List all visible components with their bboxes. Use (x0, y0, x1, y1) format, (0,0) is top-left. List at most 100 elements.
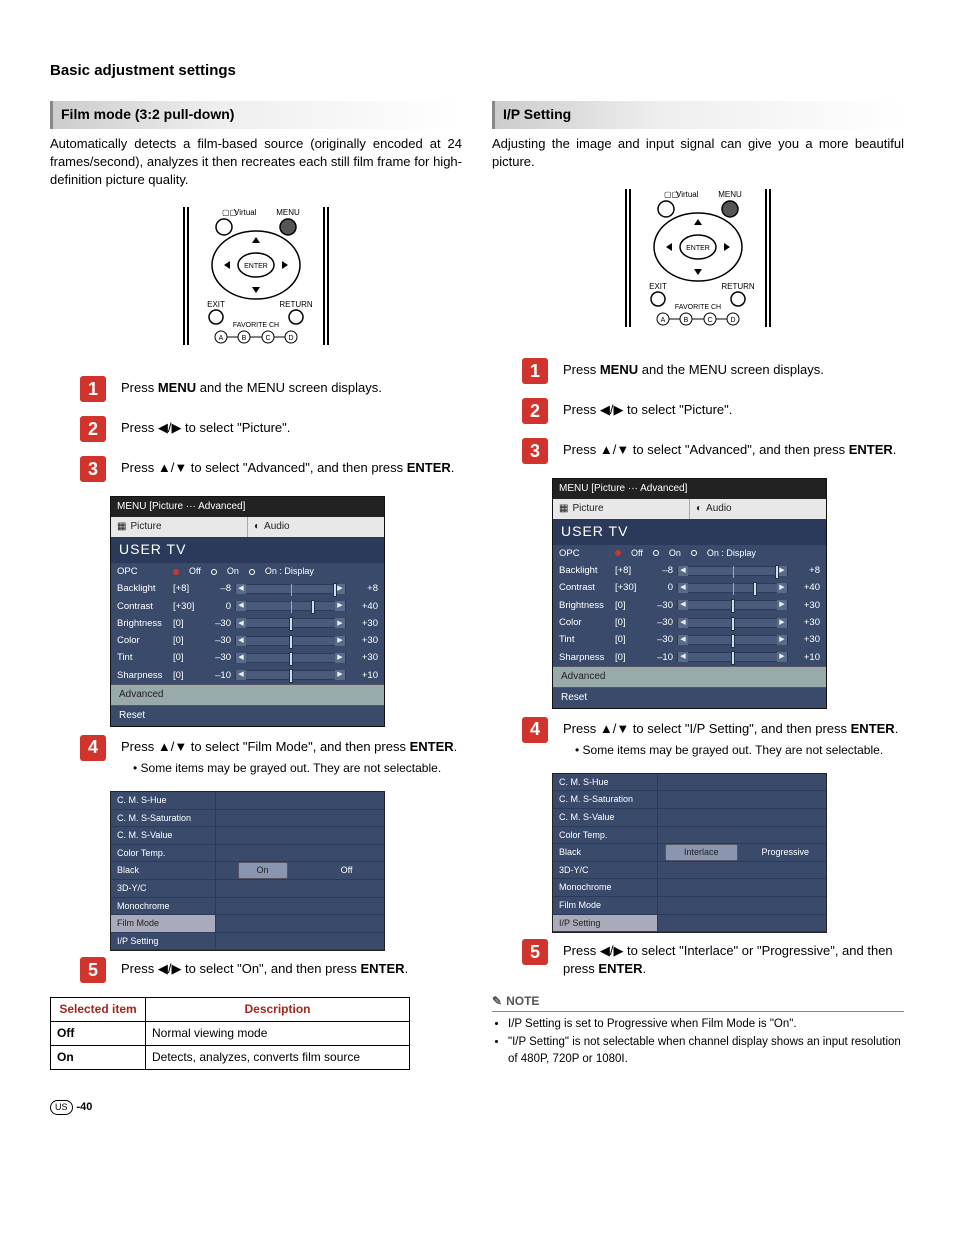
table-cell: Off (51, 1022, 146, 1046)
svg-text:MENU: MENU (276, 208, 300, 217)
step-number: 1 (80, 376, 106, 402)
osd-reset[interactable]: Reset (111, 705, 384, 726)
submenu-row[interactable]: C. M. S-Value (111, 827, 384, 845)
step-text: Press ◀/▶ to select "On", and then press… (121, 957, 462, 978)
submenu-row[interactable]: 3D-Y/C (111, 880, 384, 898)
submenu-row[interactable]: I/P Setting (111, 933, 384, 951)
submenu-row[interactable]: Monochrome (553, 879, 826, 897)
osd-menu: MENU [Picture ··· Advanced] ▦Picture ◐Au… (552, 478, 827, 709)
svg-text:MENU: MENU (718, 190, 742, 199)
note-header: ✎ NOTE (492, 993, 904, 1013)
svg-text:B: B (684, 317, 689, 324)
osd-slider-row[interactable]: Color[0]–30◀▶+30 (111, 632, 384, 649)
osd-slider-row[interactable]: Tint[0]–30◀▶+30 (111, 649, 384, 666)
table-cell: Detects, analyzes, converts film source (146, 1045, 410, 1069)
svg-text:D: D (288, 335, 293, 342)
step-number: 3 (522, 438, 548, 464)
remote-diagram: ▢▢ Virtual MENU ENTER EXIT RETURN FAVORI… (50, 201, 462, 356)
table-header: Description (146, 998, 410, 1022)
table-cell: Normal viewing mode (146, 1022, 410, 1046)
step-text: Press ▲/▼ to select "Film Mode", and the… (121, 735, 462, 777)
osd-tab-picture[interactable]: ▦Picture (553, 499, 690, 519)
region-badge: US (50, 1100, 73, 1115)
svg-text:FAVORITE CH: FAVORITE CH (233, 322, 279, 329)
step-text: Press ▲/▼ to select "I/P Setting", and t… (563, 717, 904, 759)
advanced-submenu: C. M. S-HueC. M. S-SaturationC. M. S-Val… (552, 773, 827, 933)
svg-text:EXIT: EXIT (207, 300, 225, 309)
note-list: I/P Setting is set to Progressive when F… (492, 1016, 904, 1066)
svg-text:A: A (661, 317, 666, 324)
osd-menu: MENU [Picture ··· Advanced] ▦Picture ◐Au… (110, 496, 385, 727)
submenu-row[interactable]: C. M. S-Hue (111, 792, 384, 810)
submenu-row[interactable]: C. M. S-Saturation (553, 791, 826, 809)
svg-text:C: C (265, 335, 270, 342)
osd-advanced[interactable]: Advanced (553, 666, 826, 687)
submenu-row[interactable]: Monochrome (111, 898, 384, 916)
osd-slider-row[interactable]: Color[0]–30◀▶+30 (553, 614, 826, 631)
section-header-ip-setting: I/P Setting (492, 101, 904, 129)
step-text: Press ◀/▶ to select "Picture". (563, 398, 904, 419)
table-cell: On (51, 1045, 146, 1069)
osd-slider-row[interactable]: Contrast[+30]0◀▶+40 (111, 598, 384, 615)
submenu-row[interactable]: C. M. S-Hue (553, 774, 826, 792)
submenu-row[interactable]: 3D-Y/C (553, 862, 826, 880)
step-number: 5 (80, 957, 106, 983)
osd-slider-row[interactable]: Sharpness[0]–10◀▶+10 (111, 667, 384, 684)
osd-advanced[interactable]: Advanced (111, 684, 384, 705)
osd-reset[interactable]: Reset (553, 687, 826, 708)
osd-tab-audio[interactable]: ◐Audio (248, 517, 384, 537)
description-table: Selected item Description Off Normal vie… (50, 997, 410, 1069)
submenu-row[interactable]: C. M. S-Saturation (111, 810, 384, 828)
intro-text: Adjusting the image and input signal can… (492, 135, 904, 171)
table-header: Selected item (51, 998, 146, 1022)
svg-text:ENTER: ENTER (686, 245, 710, 252)
submenu-option[interactable]: On (238, 862, 288, 879)
intro-text: Automatically detects a film-based sourc… (50, 135, 462, 190)
note-item: "I/P Setting" is not selectable when cha… (508, 1034, 904, 1066)
submenu-row[interactable]: I/P Setting (553, 915, 826, 933)
osd-opc-row[interactable]: OPC Off On On : Display (553, 545, 826, 562)
osd-tab-audio[interactable]: ◐Audio (690, 499, 826, 519)
svg-text:D: D (730, 317, 735, 324)
osd-opc-row[interactable]: OPC Off On On : Display (111, 563, 384, 580)
osd-slider-row[interactable]: Brightness[0]–30◀▶+30 (553, 597, 826, 614)
step-text: Press ◀/▶ to select "Picture". (121, 416, 462, 437)
step-number: 1 (522, 358, 548, 384)
submenu-row[interactable]: Film Mode (553, 897, 826, 915)
svg-text:RETURN: RETURN (721, 282, 755, 291)
step-text: Press MENU and the MENU screen displays. (121, 376, 462, 397)
osd-slider-row[interactable]: Backlight[+8]–8◀▶+8 (553, 562, 826, 579)
step-text: Press MENU and the MENU screen displays. (563, 358, 904, 379)
step-number: 4 (80, 735, 106, 761)
svg-text:Virtual: Virtual (676, 190, 699, 199)
svg-text:ENTER: ENTER (244, 263, 268, 270)
right-column: I/P Setting Adjusting the image and inpu… (492, 101, 904, 1070)
submenu-option[interactable]: Progressive (751, 845, 819, 860)
step-text: Press ◀/▶ to select "Interlace" or "Prog… (563, 939, 904, 978)
osd-slider-row[interactable]: Backlight[+8]–8◀▶+8 (111, 580, 384, 597)
osd-slider-row[interactable]: Sharpness[0]–10◀▶+10 (553, 649, 826, 666)
submenu-option[interactable]: Off (331, 863, 363, 878)
step-text: Press ▲/▼ to select "Advanced", and then… (121, 456, 462, 477)
svg-text:▢▢: ▢▢ (664, 190, 679, 199)
page-title: Basic adjustment settings (50, 60, 904, 81)
osd-slider-row[interactable]: Tint[0]–30◀▶+30 (553, 631, 826, 648)
submenu-option[interactable]: Interlace (665, 844, 738, 861)
step-number: 2 (80, 416, 106, 442)
page-number: -40 (77, 1100, 93, 1115)
osd-slider-row[interactable]: Contrast[+30]0◀▶+40 (553, 579, 826, 596)
osd-brand: USER TV (553, 519, 826, 545)
submenu-row[interactable]: BlackOnOff (111, 862, 384, 880)
step-number: 5 (522, 939, 548, 965)
osd-tab-picture[interactable]: ▦Picture (111, 517, 248, 537)
submenu-row[interactable]: Film Mode (111, 915, 384, 933)
submenu-row[interactable]: C. M. S-Value (553, 809, 826, 827)
osd-slider-row[interactable]: Brightness[0]–30◀▶+30 (111, 615, 384, 632)
svg-text:RETURN: RETURN (279, 300, 313, 309)
submenu-row[interactable]: Color Temp. (111, 845, 384, 863)
svg-text:FAVORITE CH: FAVORITE CH (675, 304, 721, 311)
page-footer: US -40 (50, 1100, 904, 1115)
svg-text:B: B (242, 335, 247, 342)
submenu-row[interactable]: BlackInterlaceProgressive (553, 844, 826, 862)
submenu-row[interactable]: Color Temp. (553, 827, 826, 845)
